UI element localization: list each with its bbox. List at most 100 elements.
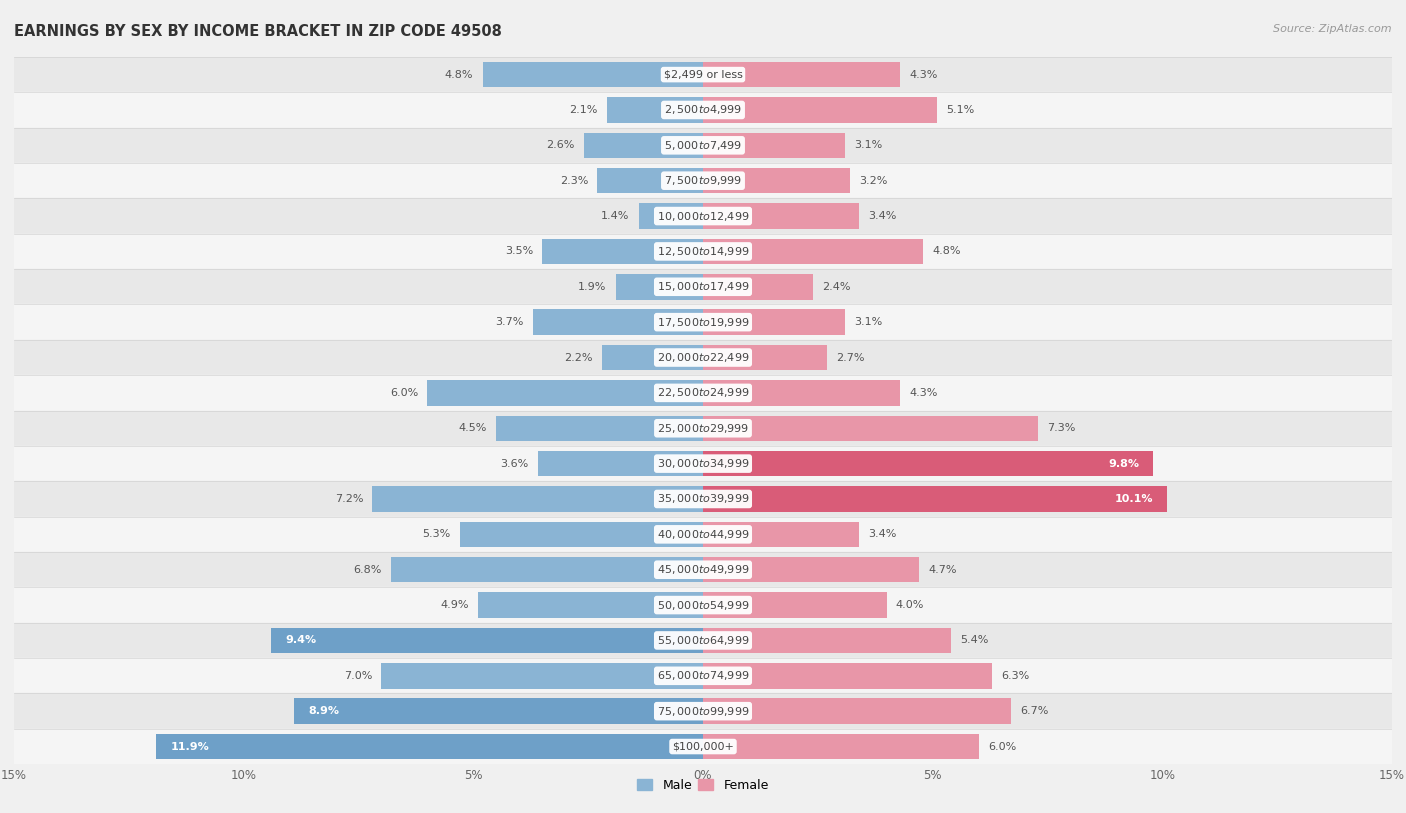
Text: $5,000 to $7,499: $5,000 to $7,499 [664,139,742,152]
Text: 1.9%: 1.9% [578,282,606,292]
Text: $40,000 to $44,999: $40,000 to $44,999 [657,528,749,541]
Legend: Male, Female: Male, Female [633,774,773,797]
Bar [602,345,703,370]
Text: 6.0%: 6.0% [389,388,418,398]
Bar [616,274,703,299]
Text: 3.6%: 3.6% [501,459,529,468]
Text: 11.9%: 11.9% [170,741,209,751]
Bar [703,415,1038,441]
Text: 4.9%: 4.9% [440,600,468,610]
Bar [156,734,703,759]
Bar [460,522,703,547]
Text: 3.1%: 3.1% [855,141,883,150]
Text: $75,000 to $99,999: $75,000 to $99,999 [657,705,749,718]
Text: 5.4%: 5.4% [960,636,988,646]
Text: Source: ZipAtlas.com: Source: ZipAtlas.com [1274,24,1392,34]
Bar [14,163,1392,198]
Text: $12,500 to $14,999: $12,500 to $14,999 [657,245,749,258]
Bar [703,98,938,123]
Text: 6.7%: 6.7% [1019,706,1049,716]
Bar [14,659,1392,693]
Bar [598,168,703,193]
Text: 5.1%: 5.1% [946,105,974,115]
Bar [14,233,1392,269]
Bar [703,345,827,370]
Bar [703,557,920,582]
Bar [703,486,1167,511]
Bar [14,552,1392,587]
Bar [703,451,1153,476]
Bar [14,729,1392,764]
Text: 4.3%: 4.3% [910,70,938,80]
Text: 4.7%: 4.7% [928,565,956,575]
Text: $2,500 to $4,999: $2,500 to $4,999 [664,103,742,116]
Bar [14,693,1392,729]
Text: 4.8%: 4.8% [932,246,962,256]
Text: 5.3%: 5.3% [422,529,450,539]
Text: 2.7%: 2.7% [837,353,865,363]
Text: 3.2%: 3.2% [859,176,887,185]
Bar [271,628,703,653]
Text: 6.3%: 6.3% [1001,671,1029,680]
Text: $30,000 to $34,999: $30,000 to $34,999 [657,457,749,470]
Text: $7,500 to $9,999: $7,500 to $9,999 [664,174,742,187]
Bar [373,486,703,511]
Bar [703,380,900,406]
Bar [703,522,859,547]
Text: $45,000 to $49,999: $45,000 to $49,999 [657,563,749,576]
Text: 2.1%: 2.1% [569,105,598,115]
Bar [14,517,1392,552]
Text: 2.3%: 2.3% [560,176,588,185]
Bar [14,411,1392,446]
Text: 6.0%: 6.0% [988,741,1017,751]
Bar [14,481,1392,517]
Text: 3.7%: 3.7% [495,317,524,327]
Bar [537,451,703,476]
Text: 3.1%: 3.1% [855,317,883,327]
Text: 2.4%: 2.4% [823,282,851,292]
Text: 3.4%: 3.4% [869,529,897,539]
Bar [14,587,1392,623]
Bar [703,593,887,618]
Text: $15,000 to $17,499: $15,000 to $17,499 [657,280,749,293]
Bar [703,274,813,299]
Text: 4.5%: 4.5% [458,424,486,433]
Bar [703,239,924,264]
Text: 4.0%: 4.0% [896,600,924,610]
Bar [14,304,1392,340]
Bar [14,340,1392,375]
Text: $65,000 to $74,999: $65,000 to $74,999 [657,669,749,682]
Text: $22,500 to $24,999: $22,500 to $24,999 [657,386,749,399]
Text: 4.8%: 4.8% [444,70,474,80]
Text: $10,000 to $12,499: $10,000 to $12,499 [657,210,749,223]
Text: 2.2%: 2.2% [564,353,593,363]
Bar [294,698,703,724]
Bar [583,133,703,158]
Text: 3.4%: 3.4% [869,211,897,221]
Bar [606,98,703,123]
Text: $25,000 to $29,999: $25,000 to $29,999 [657,422,749,435]
Text: 1.4%: 1.4% [602,211,630,221]
Text: 2.6%: 2.6% [546,141,575,150]
Text: $100,000+: $100,000+ [672,741,734,751]
Bar [478,593,703,618]
Bar [14,269,1392,304]
Bar [703,698,1011,724]
Text: $20,000 to $22,499: $20,000 to $22,499 [657,351,749,364]
Text: $17,500 to $19,999: $17,500 to $19,999 [657,315,749,328]
Text: $2,499 or less: $2,499 or less [664,70,742,80]
Bar [533,310,703,335]
Bar [703,628,950,653]
Bar [703,168,851,193]
Text: $55,000 to $64,999: $55,000 to $64,999 [657,634,749,647]
Bar [703,203,859,228]
Text: 4.3%: 4.3% [910,388,938,398]
Text: $35,000 to $39,999: $35,000 to $39,999 [657,493,749,506]
Bar [482,62,703,87]
Bar [14,128,1392,163]
Bar [14,198,1392,234]
Bar [14,623,1392,659]
Bar [703,310,845,335]
Text: 9.8%: 9.8% [1108,459,1139,468]
Text: 9.4%: 9.4% [285,636,316,646]
